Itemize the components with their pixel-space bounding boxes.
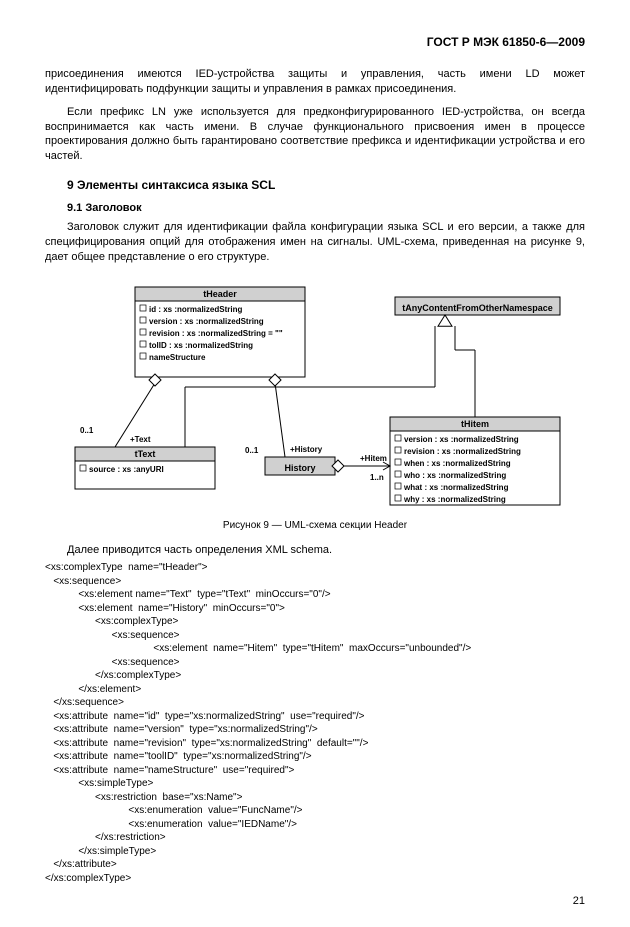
uml-diagram: tHeader id : xs :normalizedString version … xyxy=(65,277,565,512)
para-1: присоединения имеются IED-устройства защ… xyxy=(45,67,585,97)
code-intro: Далее приводится часть определения XML s… xyxy=(67,543,585,558)
svg-text:version : xs :normalizedString: version : xs :normalizedString xyxy=(404,435,519,444)
svg-text:0..1: 0..1 xyxy=(80,426,94,435)
svg-text:revision : xs :normalizedStrin: revision : xs :normalizedString = "" xyxy=(149,329,283,338)
para-3: Заголовок служит для идентификации файла… xyxy=(45,220,585,265)
svg-text:source : xs :anyURI: source : xs :anyURI xyxy=(89,465,164,474)
svg-text:0..1: 0..1 xyxy=(245,446,259,455)
svg-text:+Text: +Text xyxy=(130,435,151,444)
subsection-title: 9.1 Заголовок xyxy=(67,202,585,214)
svg-text:History: History xyxy=(284,463,315,473)
svg-text:when : xs :normalizedString: when : xs :normalizedString xyxy=(403,459,511,468)
svg-text:tolID : xs :normalizedString: tolID : xs :normalizedString xyxy=(149,341,253,350)
doc-id: ГОСТ Р МЭК 61850-6—2009 xyxy=(45,35,585,49)
svg-text:why : xs :normalizedString: why : xs :normalizedString xyxy=(403,495,506,504)
svg-text:tText: tText xyxy=(135,449,156,459)
figure-caption: Рисунок 9 — UML-схема секции Header xyxy=(45,520,585,531)
svg-text:id : xs :normalizedString: id : xs :normalizedString xyxy=(149,305,242,314)
svg-text:revision : xs :normalizedStrin: revision : xs :normalizedString xyxy=(404,447,521,456)
svg-text:+History: +History xyxy=(290,445,323,454)
svg-text:what : xs :normalizedString: what : xs :normalizedString xyxy=(403,483,509,492)
svg-text:+Hitem: +Hitem xyxy=(360,454,387,463)
svg-text:1..n: 1..n xyxy=(370,473,384,482)
page-number: 21 xyxy=(45,895,585,907)
svg-text:tAnyContentFromOtherNamespace: tAnyContentFromOtherNamespace xyxy=(402,303,553,313)
svg-text:version : xs :normalizedString: version : xs :normalizedString xyxy=(149,317,264,326)
para-2: Если префикс LN уже используется для пре… xyxy=(45,105,585,164)
svg-text:who : xs :normalizedString: who : xs :normalizedString xyxy=(403,471,506,480)
svg-text:nameStructure: nameStructure xyxy=(149,353,206,362)
section-title: 9 Элементы синтаксиса языка SCL xyxy=(67,178,585,192)
svg-text:tHitem: tHitem xyxy=(461,419,489,429)
xml-schema-code: <xs:complexType name="tHeader"> <xs:sequ… xyxy=(45,561,585,885)
svg-text:tHeader: tHeader xyxy=(203,289,237,299)
